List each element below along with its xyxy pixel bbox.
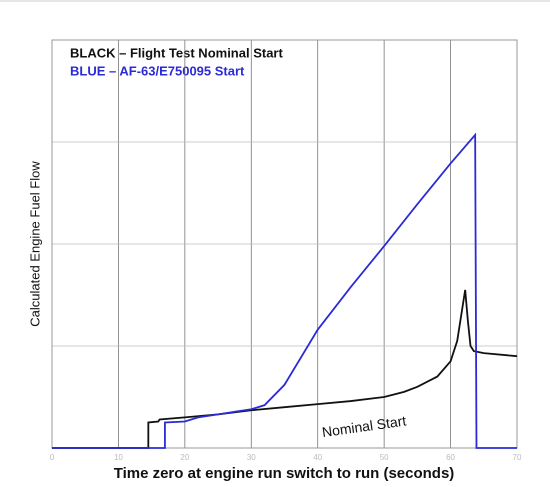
x-tick-label: 50 (380, 453, 389, 462)
x-tick-label: 10 (114, 453, 123, 462)
x-axis-label: Time zero at engine run switch to run (s… (114, 465, 455, 482)
x-tick-label: 0 (50, 453, 55, 462)
x-tick-label: 70 (513, 453, 522, 462)
x-tick-label: 40 (313, 453, 322, 462)
plot-frame (51, 39, 518, 449)
series-line (52, 132, 517, 449)
series-line (52, 289, 518, 449)
x-tick-label: 60 (446, 453, 455, 462)
x-tick-label: 20 (180, 453, 189, 462)
y-axis-label: Calculated Engine Fuel Flow (27, 161, 42, 327)
legend-blue: BLUE – AF-63/E750095 Start (70, 63, 245, 78)
legend-black: BLACK – Flight Test Nominal Start (70, 45, 283, 60)
annotation: Nominal Start (321, 412, 407, 440)
x-tick-label: 30 (247, 453, 256, 462)
